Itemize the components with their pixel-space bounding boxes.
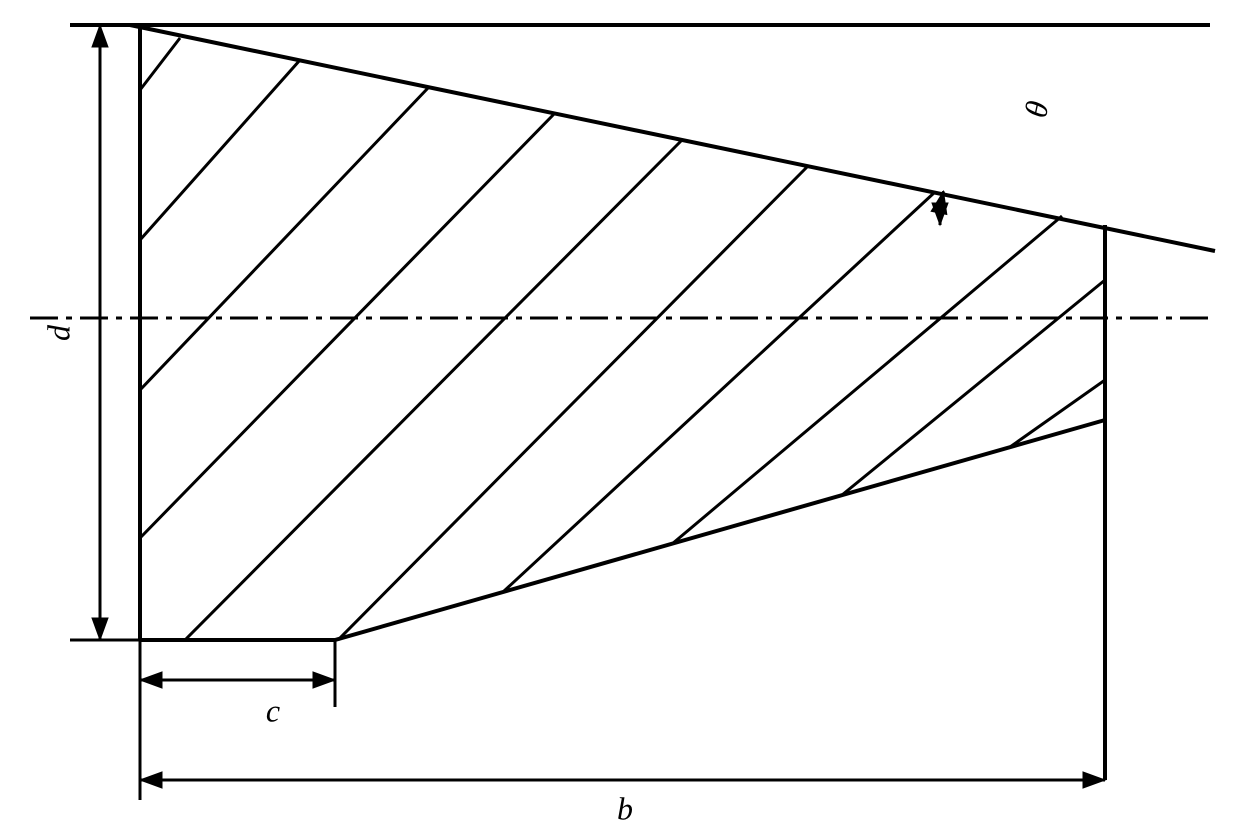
hatch-line-4 <box>185 140 682 640</box>
dimension-b-arrow-end <box>1083 772 1105 788</box>
dimension-b-arrow-start <box>140 772 162 788</box>
top-slant-edge <box>130 25 1215 251</box>
label-theta: θ <box>1017 98 1055 121</box>
hatch-line-1 <box>140 60 300 240</box>
dimension-c-arrow-end <box>313 672 335 688</box>
dimension-d-arrow-start <box>92 25 108 47</box>
label-d: d <box>40 324 76 341</box>
label-b: b <box>617 790 633 826</box>
hatch-line-8 <box>842 280 1105 495</box>
label-c: c <box>266 692 280 728</box>
engineering-diagram: d c b θ <box>0 0 1240 826</box>
dimension-d-arrow-end <box>92 618 108 640</box>
bottom-slant-edge <box>335 420 1105 640</box>
hatch-line-0 <box>140 38 180 90</box>
hatch-line-2 <box>140 88 428 390</box>
hatch-line-9 <box>1010 380 1105 447</box>
hatch-line-5 <box>338 166 808 640</box>
dimension-c-arrow-start <box>140 672 162 688</box>
